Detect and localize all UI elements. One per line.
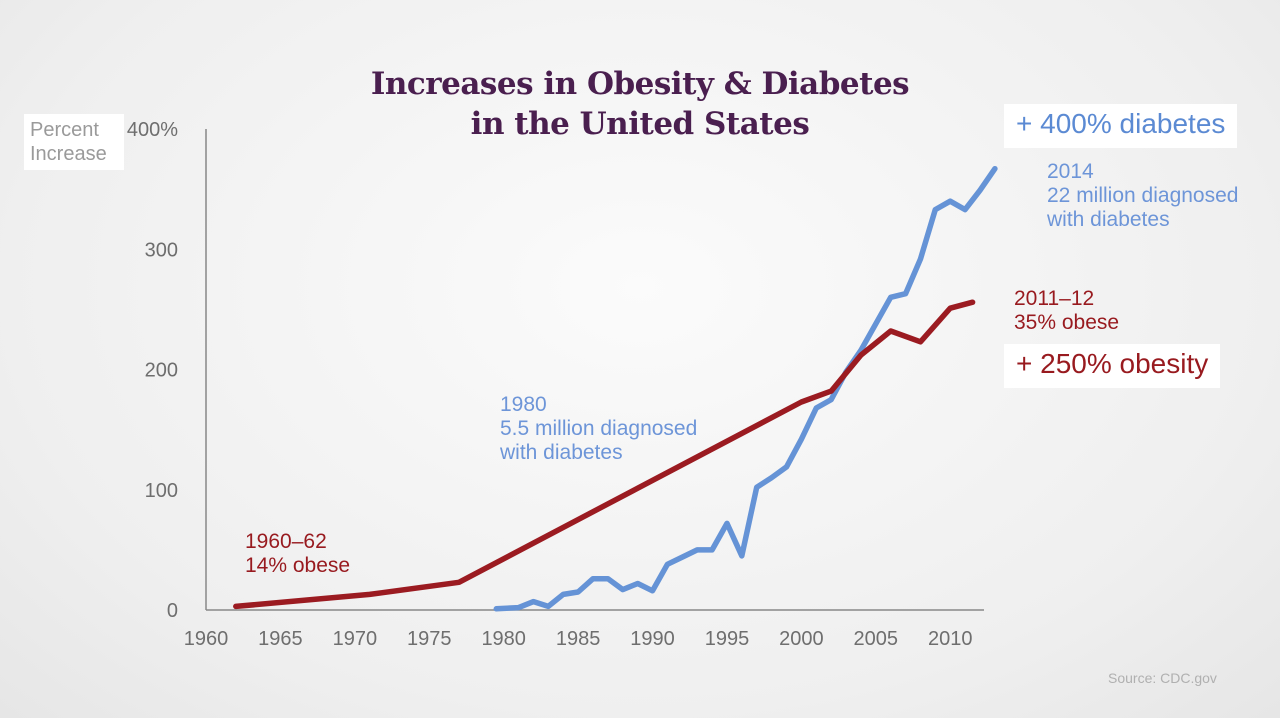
chart-ticks: 1960 1965 1970 1975 1980 1985 1990 1995 2000 2005… xyxy=(127,119,973,650)
diabetes-end-line1: 2014 xyxy=(1047,160,1094,183)
obesity-start-line1: 1960–62 xyxy=(245,530,327,553)
x-tick-label: 2000 xyxy=(779,628,824,650)
obesity-callout: + 250% obesity xyxy=(1004,344,1221,388)
obesity-end-annotation: 2011–12 35% obese xyxy=(1014,287,1119,335)
x-tick-label: 1990 xyxy=(630,628,675,650)
diabetes-series-line xyxy=(493,165,998,612)
diabetes-start-line2: 5.5 million diagnosed xyxy=(500,417,698,440)
y-tick-label: 300 xyxy=(145,239,178,261)
y-axis-label: Percent Increase xyxy=(24,114,124,170)
x-tick-label: 2010 xyxy=(928,628,973,650)
y-tick-label: 400% xyxy=(127,119,178,141)
chart-title-line2: in the United States xyxy=(470,106,810,142)
chart-title: Increases in Obesity & Diabetes in the U… xyxy=(290,64,990,144)
diabetes-callout: + 400% diabetes xyxy=(1004,104,1238,148)
y-axis-label-line1: Percent xyxy=(30,119,99,141)
diabetes-end-annotation: 2014 22 million diagnosed with diabetes xyxy=(1047,160,1238,232)
chart-title-line1: Increases in Obesity & Diabetes xyxy=(370,66,910,102)
obesity-end-line1: 2011–12 xyxy=(1014,287,1095,310)
x-tick-label: 1980 xyxy=(481,628,526,650)
obesity-series-line xyxy=(233,299,976,610)
diabetes-end-line2: 22 million diagnosed xyxy=(1047,184,1239,207)
diabetes-start-line3: with diabetes xyxy=(500,441,623,464)
x-tick-label: 1985 xyxy=(556,628,601,650)
x-tick-label: 1975 xyxy=(407,628,452,650)
chart-axes xyxy=(205,129,984,611)
source-credit: Source: CDC.gov xyxy=(1108,670,1217,686)
x-tick-label: 1965 xyxy=(258,628,303,650)
x-tick-label: 2005 xyxy=(854,628,899,650)
diabetes-end-line3: with diabetes xyxy=(1047,208,1170,231)
x-tick-label: 1960 xyxy=(184,628,229,650)
x-tick-label: 1970 xyxy=(333,628,378,650)
y-tick-label: 0 xyxy=(167,600,178,622)
chart-lines xyxy=(233,165,998,612)
y-axis-label-line2: Increase xyxy=(30,143,107,165)
diabetes-start-line1: 1980 xyxy=(500,393,547,416)
obesity-end-line2: 35% obese xyxy=(1014,311,1120,334)
y-tick-label: 200 xyxy=(145,360,178,382)
obesity-start-annotation: 1960–62 14% obese xyxy=(245,530,350,578)
x-tick-label: 1995 xyxy=(705,628,750,650)
obesity-start-line2: 14% obese xyxy=(245,554,351,577)
y-tick-label: 100 xyxy=(145,480,178,502)
diabetes-start-annotation: 1980 5.5 million diagnosed with diabetes xyxy=(500,393,697,465)
